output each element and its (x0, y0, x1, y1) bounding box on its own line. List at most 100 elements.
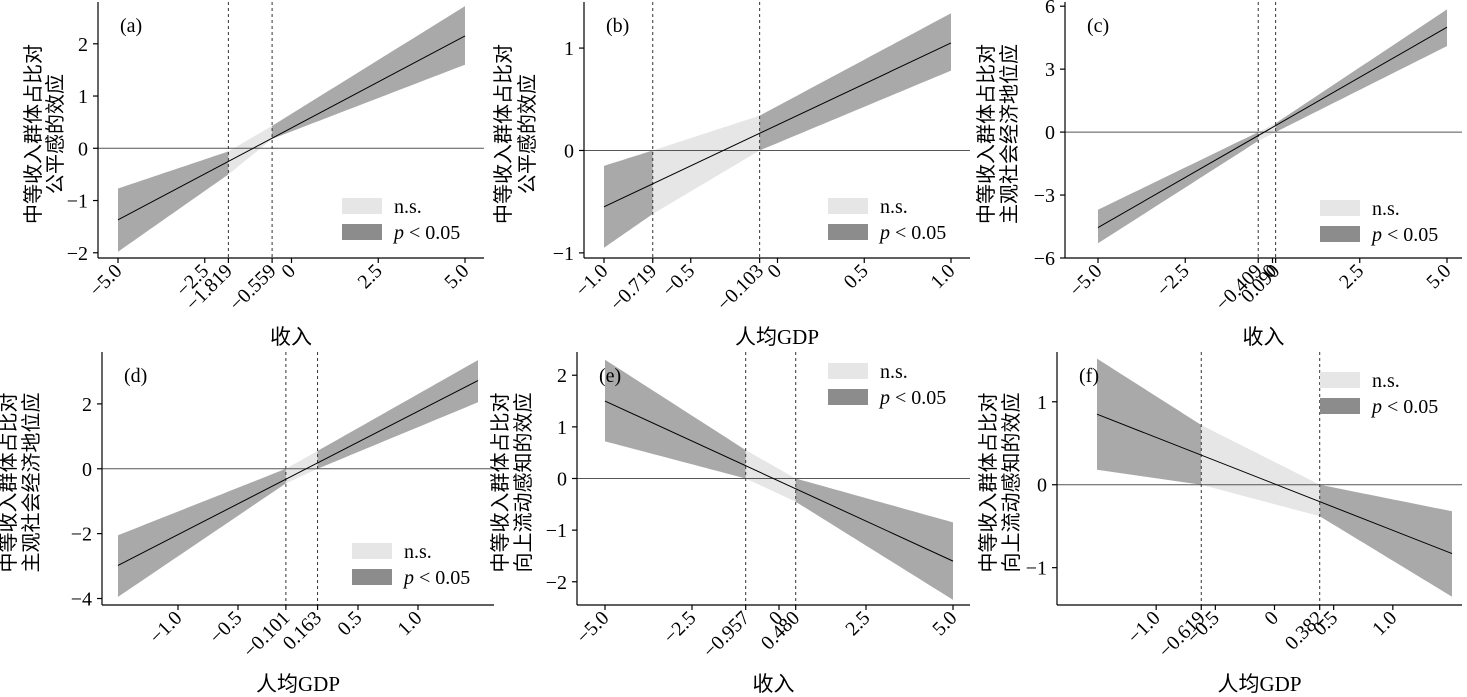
panel-label: (c) (1087, 15, 1109, 37)
y-tick-label: 0 (1045, 122, 1055, 144)
x-tick-label: −1.0 (145, 607, 186, 648)
y-axis-title-line: 公平感的效应 (516, 74, 539, 194)
x-tick-label: −1.0 (571, 260, 612, 301)
y-tick-label: 1 (1037, 392, 1047, 414)
y-tick-label: 1 (557, 417, 567, 439)
panel-label: (b) (606, 15, 629, 37)
sig-band-right (1319, 484, 1452, 597)
y-axis-title-line: 主观社会经济地位应 (20, 393, 43, 573)
ns-band (745, 450, 796, 502)
y-axis-title-line: 主观社会经济地位应 (998, 44, 1021, 224)
x-axis-title: 人均GDP (256, 672, 340, 696)
legend-label-ns: n.s. (880, 196, 908, 218)
legend-swatch-sig (828, 389, 868, 405)
x-axis-title: 收入 (270, 325, 312, 349)
legend-swatch-ns (342, 198, 382, 214)
panel-label: (a) (120, 15, 142, 37)
x-tick-label: −5.0 (1065, 260, 1106, 301)
x-tick-label: −0.5 (658, 260, 699, 301)
legend-label-sig: p < 0.05 (1370, 224, 1438, 246)
y-tick-label: −1 (546, 520, 567, 542)
effect-line (604, 400, 954, 562)
effect-line (1097, 26, 1448, 229)
legend-label-sig: p < 0.05 (1370, 396, 1438, 418)
legend-label-ns: n.s. (880, 361, 908, 383)
y-tick-label: −2 (67, 243, 88, 265)
x-tick-label: −5.0 (572, 607, 613, 648)
effect-line (603, 42, 952, 208)
legend-label-ns: n.s. (1372, 198, 1400, 220)
legend-swatch-ns (828, 363, 868, 379)
legend: n.s. p < 0.05 (352, 541, 470, 589)
y-tick-label: 0 (82, 459, 92, 481)
x-tick-label: −0.5 (205, 607, 246, 648)
y-tick-label: 0 (564, 140, 574, 162)
x-tick-label: 1.0 (393, 607, 426, 640)
x-tick-label: −0.719 (606, 260, 661, 315)
y-axis-title-line: 中等收入群体占比对 (977, 393, 1000, 573)
legend-swatch-sig (352, 569, 392, 585)
y-tick-label: 2 (82, 394, 92, 416)
panel-label: (e) (599, 365, 621, 387)
x-tick-label: −2.5 (659, 607, 700, 648)
x-axis-title: 人均GDP (735, 325, 819, 349)
ns-band (652, 115, 760, 214)
y-axis-title-line: 中等收入群体占比对 (0, 393, 20, 573)
x-tick-label: −0.957 (699, 607, 754, 662)
legend-swatch-ns (1320, 200, 1360, 216)
ns-band (1201, 425, 1320, 517)
legend-label-sig: p < 0.05 (878, 222, 946, 244)
y-tick-label: 1 (78, 86, 88, 108)
legend-label-ns: n.s. (404, 541, 432, 563)
legend-label-ns: n.s. (1372, 370, 1400, 392)
x-axis-title: 收入 (753, 672, 795, 696)
legend-swatch-sig (1320, 226, 1360, 242)
effect-line (117, 380, 479, 566)
sig-band-left (118, 151, 229, 252)
y-tick-label: −1 (553, 243, 574, 265)
x-tick-label: 1.0 (926, 260, 959, 293)
x-tick-label: 0 (1260, 607, 1283, 630)
y-tick-label: −1 (1026, 558, 1047, 580)
x-tick-label: −2.5 (1153, 260, 1194, 301)
x-axis-title: 收入 (1243, 325, 1285, 349)
y-tick-label: −2 (546, 572, 567, 594)
legend-swatch-ns (352, 543, 392, 559)
y-axis-title-line: 中等收入群体占比对 (22, 44, 45, 224)
legend-label-sig: p < 0.05 (878, 387, 946, 409)
legend-swatch-ns (828, 198, 868, 214)
legend-swatch-sig (342, 224, 382, 240)
sig-band-right (759, 13, 951, 151)
y-tick-label: 3 (1045, 59, 1055, 81)
x-tick-label: −0.559 (225, 260, 280, 315)
x-tick-label: 5.0 (1422, 260, 1455, 293)
x-axis-title: 人均GDP (1217, 672, 1301, 696)
panel-label: (f) (1079, 365, 1099, 387)
y-axis-title-line: 中等收入群体占比对 (975, 44, 998, 224)
y-tick-label: 0 (1037, 475, 1047, 497)
x-tick-label: −0.103 (713, 260, 768, 315)
y-tick-label: 2 (557, 365, 567, 387)
x-tick-label: 2.5 (1335, 260, 1368, 293)
y-axis-title-line: 向上流动感知的效应 (512, 393, 535, 573)
sig-band-left (118, 468, 286, 597)
legend-swatch-sig (828, 224, 868, 240)
sig-band-right (795, 478, 953, 600)
sig-band-right (1275, 9, 1447, 133)
x-tick-label: 5.0 (928, 607, 961, 640)
y-tick-label: 0 (557, 469, 567, 491)
x-tick-label: 0 (763, 260, 786, 283)
legend: n.s. p < 0.05 (828, 361, 946, 409)
x-tick-label: 2.5 (841, 607, 874, 640)
ns-band (285, 450, 318, 484)
sig-band-left (1098, 132, 1259, 244)
legend-swatch-sig (1320, 398, 1360, 414)
sig-band-left (604, 150, 653, 248)
legend-label-sig: p < 0.05 (392, 222, 460, 244)
legend: n.s. p < 0.05 (1320, 198, 1438, 246)
